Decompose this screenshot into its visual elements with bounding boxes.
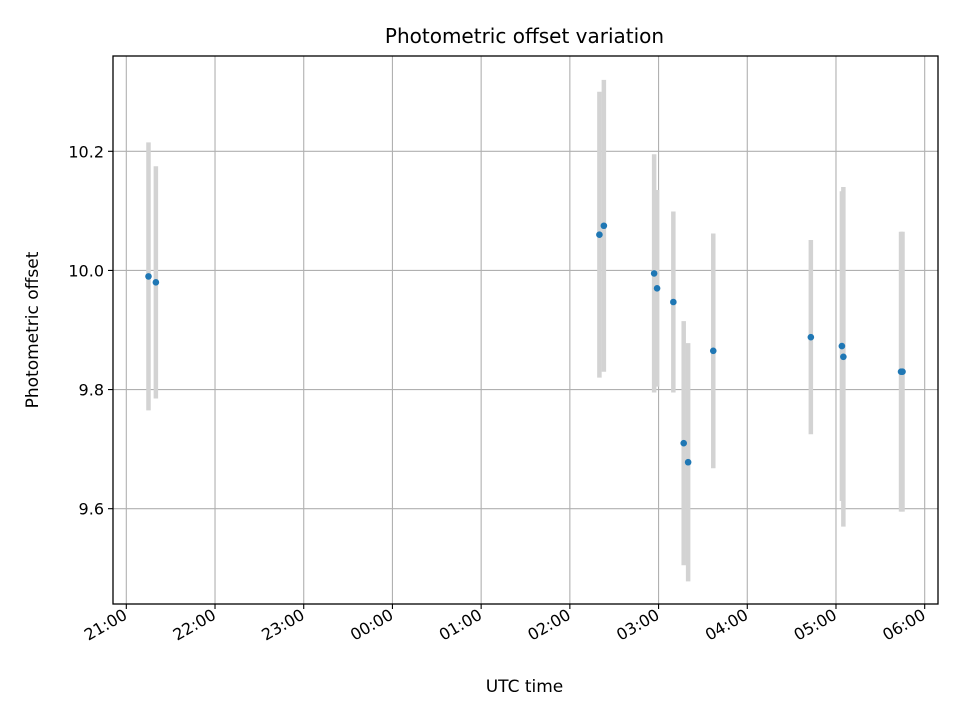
data-point: [600, 222, 608, 230]
data-point: [670, 298, 677, 306]
x-tick-label: 04:00: [702, 605, 751, 645]
data-point: [840, 353, 847, 361]
x-axis: 21:00 22:00 23:00 00:00 01:00 02:00 03:00 04:00…: [81, 604, 929, 645]
x-tick-label: 01:00: [436, 605, 485, 645]
chart-title: Photometric offset variation: [385, 24, 664, 48]
data-point: [684, 458, 692, 466]
data-point: [653, 285, 661, 292]
x-tick-label: 02:00: [524, 605, 573, 645]
data-point: [596, 231, 603, 238]
point-layer: [145, 222, 906, 466]
x-tick-label: 03:00: [613, 605, 662, 645]
x-tick-label: 06:00: [879, 605, 928, 645]
data-point: [680, 439, 687, 447]
data-point: [650, 270, 658, 277]
data-point: [709, 347, 717, 355]
x-tick-label: 00:00: [347, 605, 396, 645]
data-point: [152, 279, 160, 286]
data-point: [145, 273, 152, 280]
plot-frame: [112, 55, 939, 605]
x-axis-title: UTC time: [486, 677, 564, 697]
x-tick-label: 05:00: [791, 605, 840, 645]
y-tick-label: 10.2: [68, 142, 104, 161]
grid-layer: [113, 56, 938, 604]
x-tick-label: 21:00: [81, 605, 130, 645]
y-axis: 9.6 9.8 10.0 10.2: [68, 142, 113, 519]
y-tick-label: 9.8: [79, 381, 104, 400]
x-tick-label: 22:00: [170, 605, 219, 645]
data-point: [838, 342, 846, 350]
y-tick-label: 9.6: [79, 500, 104, 519]
y-axis-title: Photometric offset: [23, 251, 43, 408]
data-point: [807, 333, 815, 341]
data-point: [899, 368, 906, 375]
x-tick-label: 23:00: [258, 605, 307, 645]
y-tick-label: 10.0: [68, 261, 104, 280]
errorbar-layer: [146, 79, 905, 582]
